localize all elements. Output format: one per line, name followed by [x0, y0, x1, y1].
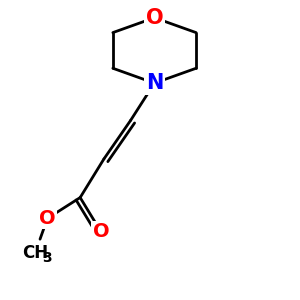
Text: O: O: [146, 8, 163, 28]
Text: N: N: [146, 73, 163, 93]
Text: 3: 3: [42, 251, 52, 265]
Text: O: O: [39, 209, 56, 228]
Text: CH: CH: [22, 244, 49, 262]
Text: O: O: [93, 222, 109, 241]
